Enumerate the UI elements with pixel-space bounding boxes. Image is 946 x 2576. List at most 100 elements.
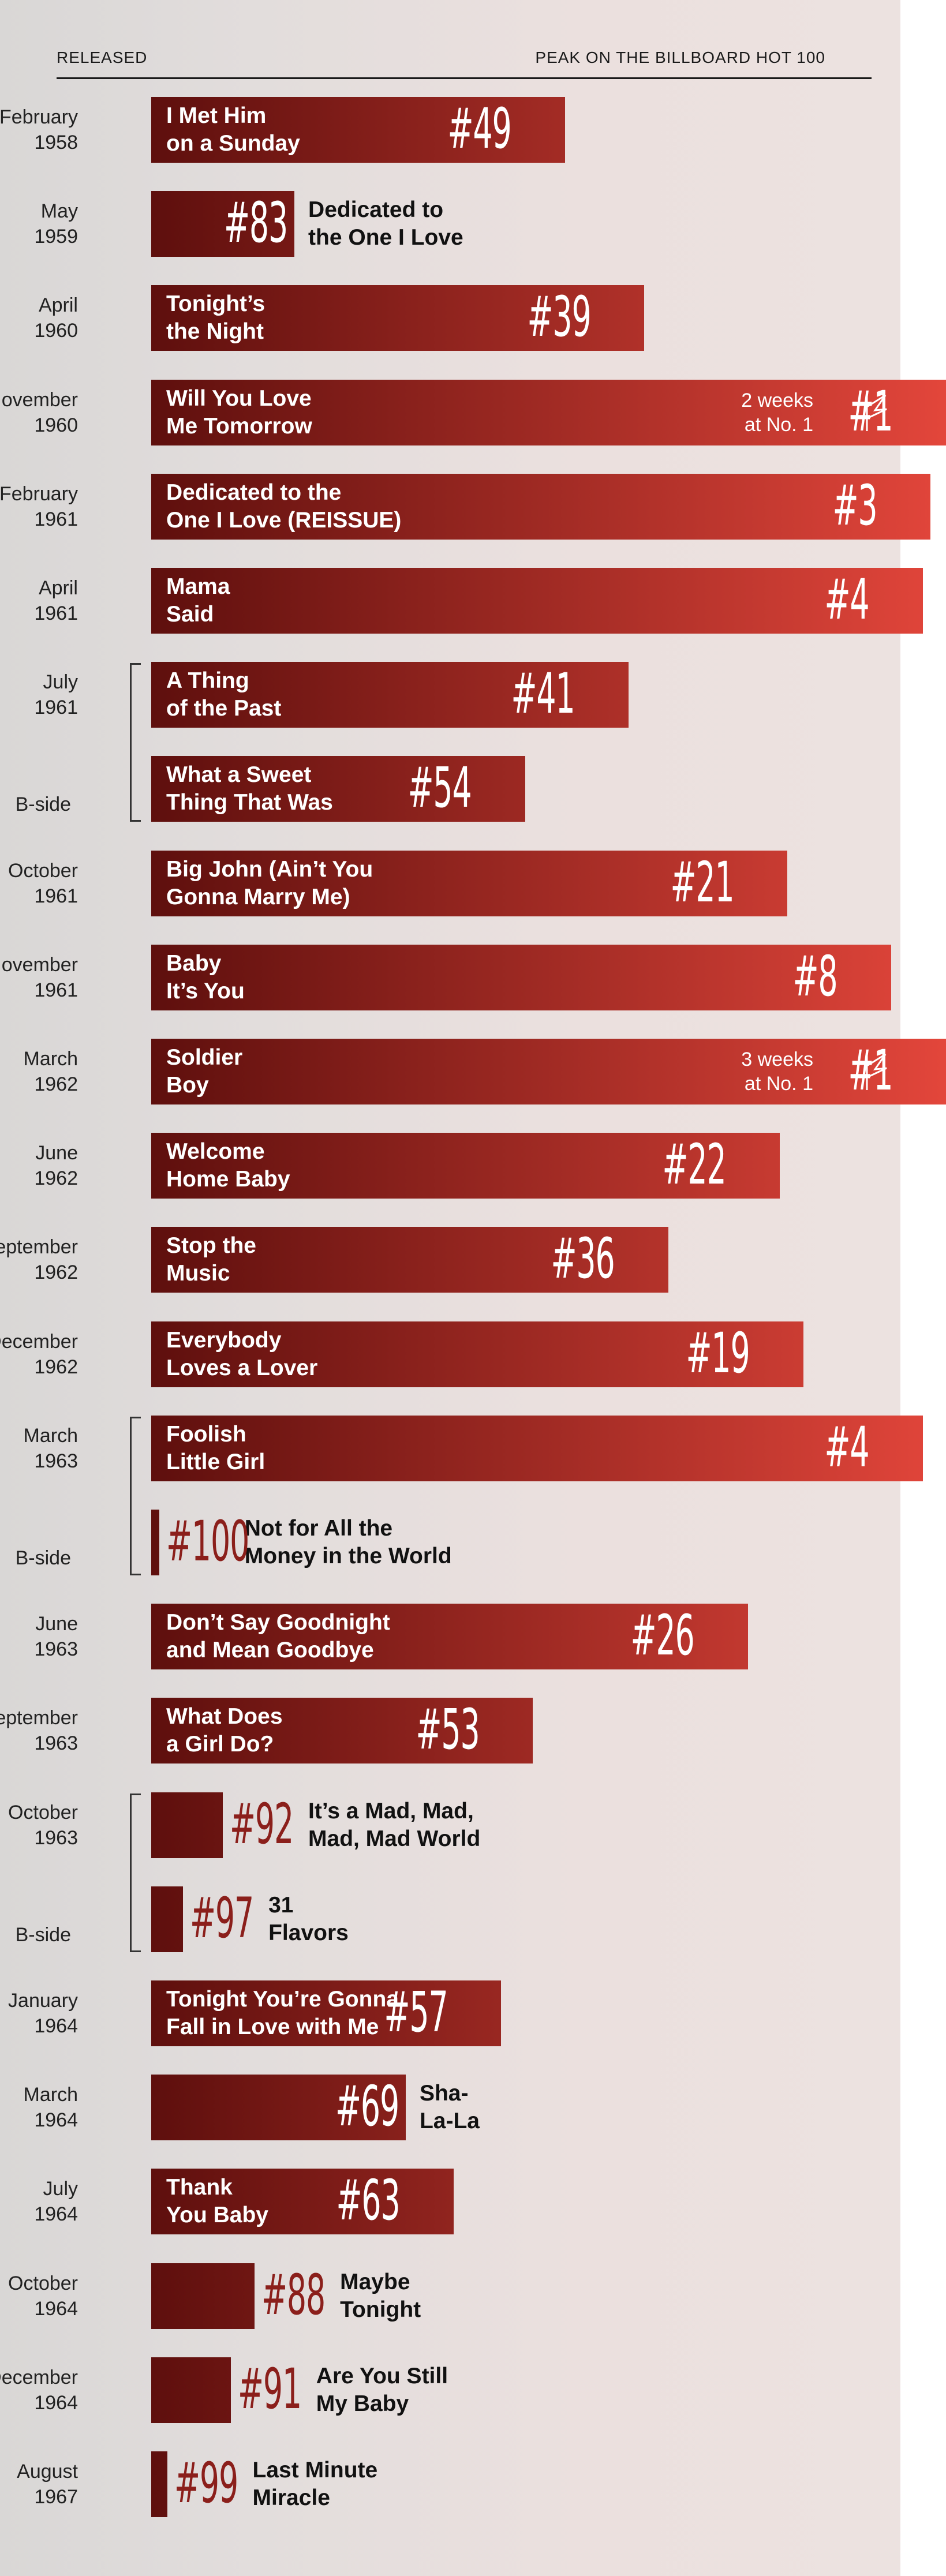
release-date: May 1959	[34, 200, 78, 248]
release-date: October 1961	[8, 859, 78, 907]
peak-rank-label: #69	[335, 2074, 399, 2139]
song-title: Last Minute Miracle	[252, 2458, 378, 2510]
song-title: Big John (Ain’t You Gonna Marry Me)	[166, 856, 373, 909]
peak-rank-label: #53	[416, 1697, 480, 1762]
flag-icon	[866, 394, 887, 431]
chart-bar	[151, 1980, 502, 2046]
peak-rank-label: #88	[261, 2262, 326, 2327]
song-title: Sha- La-La	[419, 2081, 480, 2134]
chart-bar	[151, 97, 565, 163]
release-date: October 1963	[8, 1801, 78, 1849]
song-title: Tonight’s the Night	[166, 291, 266, 345]
release-date: July 1964	[34, 2178, 78, 2226]
release-date: March 1962	[23, 1048, 78, 1095]
release-date: December1964	[0, 2366, 78, 2414]
peak-rank-label: #91	[237, 2356, 302, 2421]
peak-rank-label: #36	[551, 1226, 615, 1291]
chart-bar	[151, 379, 946, 445]
release-date: March 1963	[23, 1424, 78, 1472]
release-date: April 1961	[34, 577, 78, 624]
peak-rank-label: #97	[190, 1885, 254, 1950]
b-side-label: B-side	[15, 1547, 71, 1569]
song-title: Soldier Boy	[166, 1045, 243, 1098]
song-title: Everybody Loves a Lover	[166, 1327, 318, 1380]
chart-bar	[151, 2357, 231, 2423]
chart-bar	[151, 2075, 406, 2141]
chart-bar	[151, 1886, 184, 1952]
peak-rank-label: #41	[511, 661, 575, 727]
song-title: Will You Love Me Tomorrow	[166, 385, 312, 439]
peak-rank-label: #1	[848, 379, 893, 444]
song-title: Baby It’s You	[166, 950, 245, 1004]
release-date: February 1961	[0, 482, 78, 530]
peak-rank-label: #3	[832, 473, 877, 538]
release-date: August 1967	[17, 2461, 78, 2508]
peak-rank-label: #1	[848, 1038, 893, 1103]
peak-rank-label: #21	[670, 849, 734, 915]
release-date: November1961	[0, 953, 78, 1001]
song-title: I Met Him on a Sunday	[166, 103, 300, 156]
peak-rank-label: #92	[230, 1791, 294, 1856]
song-title: Mama Said	[166, 574, 230, 627]
b-side-bracket	[130, 1793, 141, 1952]
peak-rank-label: #4	[824, 1414, 870, 1480]
header-rule	[57, 77, 872, 79]
release-date: June 1963	[34, 1613, 78, 1661]
chart-bar	[151, 1698, 533, 1764]
song-title: Foolish Little Girl	[166, 1421, 266, 1474]
chart-bar	[151, 756, 525, 822]
song-title: Don’t Say Goodnight and Mean Goodbye	[166, 1610, 390, 1663]
peak-column-header: PEAK ON THE BILLBOARD HOT 100	[535, 48, 825, 66]
b-side-bracket	[130, 663, 141, 822]
peak-rank-label: #8	[792, 943, 838, 1009]
chart-bar	[151, 662, 629, 728]
peak-rank-label: #83	[224, 190, 288, 256]
chart-bar	[151, 2451, 167, 2517]
peak-rank-label: #19	[686, 1320, 750, 1386]
release-date: October 1964	[8, 2272, 78, 2320]
chart-bar	[151, 285, 645, 351]
chart-bar	[151, 1510, 159, 1575]
chart-bar	[151, 1133, 780, 1199]
song-title: What a Sweet Thing That Was	[166, 762, 333, 815]
song-title: Dedicated to the One I Love	[308, 197, 463, 250]
release-date: March 1964	[23, 2084, 78, 2132]
peak-rank-label: #99	[174, 2451, 238, 2515]
release-date: January 1964	[8, 1990, 78, 2037]
chart-bar	[151, 850, 788, 916]
chart-bar	[151, 1415, 923, 1481]
release-date: December1962	[0, 1330, 78, 1378]
release-date: September1962	[0, 1236, 78, 1284]
chart-bar	[151, 1604, 748, 1670]
peak-rank-label: #4	[824, 567, 870, 632]
release-date: July 1961	[34, 671, 78, 719]
chart-bar	[151, 944, 891, 1010]
peak-rank-label: #57	[384, 1980, 448, 2045]
peak-rank-label: #63	[336, 2168, 401, 2233]
chart-bar	[151, 473, 931, 540]
song-title: Thank You Baby	[166, 2175, 268, 2228]
peak-rank-label: #49	[447, 96, 511, 161]
peak-rank-label: #54	[407, 755, 472, 821]
release-date: February 1958	[0, 106, 78, 153]
song-title: Stop the Music	[166, 1233, 256, 1286]
song-title: What Does a Girl Do?	[166, 1704, 283, 1757]
song-title: Maybe Tonight	[340, 2269, 421, 2322]
chart-bar	[151, 191, 295, 257]
chart-bar	[151, 1792, 223, 1858]
song-title: 31 Flavors	[268, 1892, 349, 1945]
song-title: Not for All the Money in the World	[244, 1516, 452, 1568]
b-side-bracket	[130, 1416, 141, 1575]
song-title: Welcome Home Baby	[166, 1139, 290, 1192]
b-side-label: B-side	[15, 1923, 71, 1946]
weeks-at-number-one: 3 weeks at No. 1	[741, 1049, 813, 1095]
song-title: A Thing of the Past	[166, 668, 282, 721]
b-side-label: B-side	[15, 793, 71, 816]
peak-rank-label: #39	[527, 284, 591, 350]
release-date: April 1960	[34, 294, 78, 342]
peak-rank-label: #100	[166, 1509, 249, 1574]
chart-bar	[151, 2169, 454, 2235]
release-date: November1960	[0, 388, 78, 436]
song-title: It’s a Mad, Mad, Mad, Mad World	[308, 1798, 481, 1851]
peak-rank-label: #22	[662, 1132, 727, 1197]
